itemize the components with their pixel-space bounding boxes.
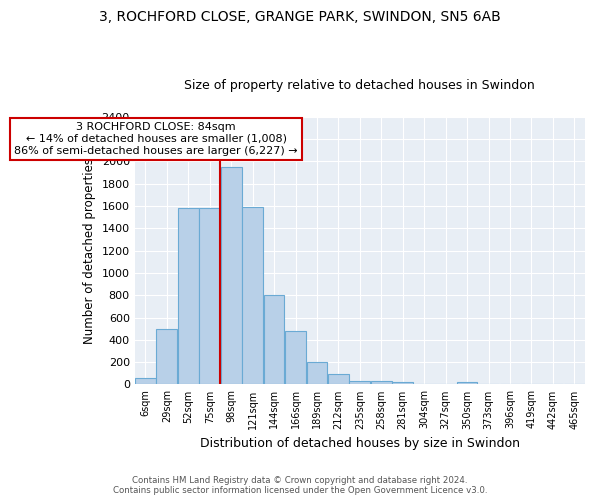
Bar [349, 380, 370, 384]
Bar [457, 382, 478, 384]
Title: Size of property relative to detached houses in Swindon: Size of property relative to detached ho… [184, 79, 535, 92]
Bar [242, 207, 263, 384]
Text: 3, ROCHFORD CLOSE, GRANGE PARK, SWINDON, SN5 6AB: 3, ROCHFORD CLOSE, GRANGE PARK, SWINDON,… [99, 10, 501, 24]
Text: Contains HM Land Registry data © Crown copyright and database right 2024.
Contai: Contains HM Land Registry data © Crown c… [113, 476, 487, 495]
Y-axis label: Number of detached properties: Number of detached properties [83, 158, 96, 344]
Bar [135, 378, 156, 384]
Bar [157, 328, 177, 384]
X-axis label: Distribution of detached houses by size in Swindon: Distribution of detached houses by size … [200, 437, 520, 450]
Bar [392, 382, 413, 384]
Bar [178, 208, 199, 384]
Bar [328, 374, 349, 384]
Text: 3 ROCHFORD CLOSE: 84sqm
← 14% of detached houses are smaller (1,008)
86% of semi: 3 ROCHFORD CLOSE: 84sqm ← 14% of detache… [14, 122, 298, 156]
Bar [199, 208, 220, 384]
Bar [371, 381, 392, 384]
Bar [285, 331, 306, 384]
Bar [263, 295, 284, 384]
Bar [307, 362, 328, 384]
Bar [221, 167, 242, 384]
